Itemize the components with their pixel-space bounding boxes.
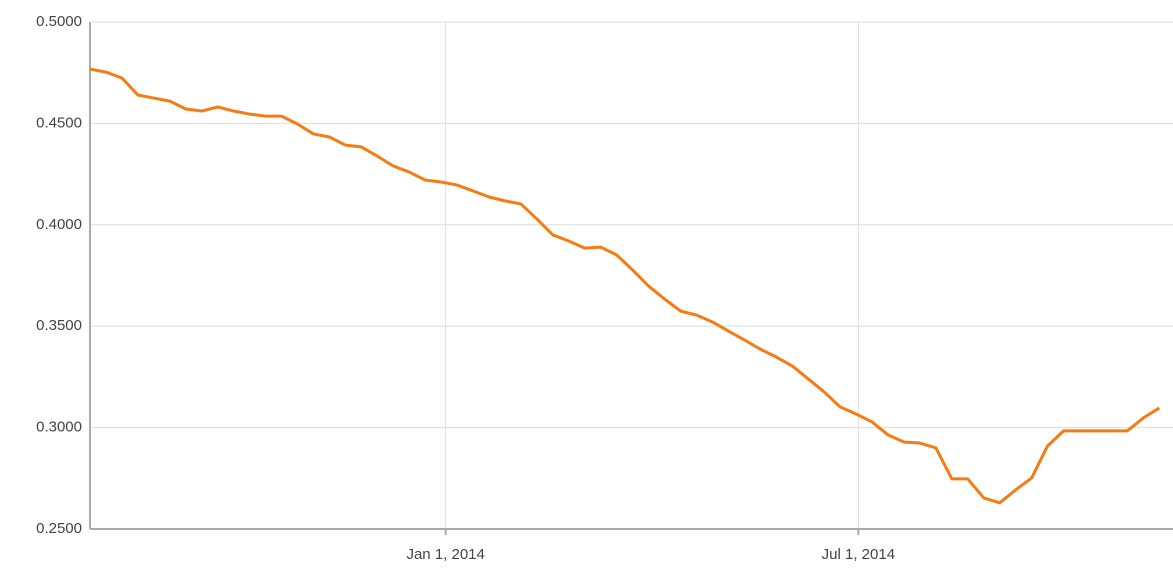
y-tick-label: 0.4500	[36, 114, 82, 131]
line	[89, 67, 1161, 505]
y-tick-label: 0.5000	[36, 13, 82, 30]
y-tick-label: 0.3500	[36, 317, 82, 334]
y-tick-label: 0.2500	[36, 520, 82, 537]
y-tick-label: 0.3000	[36, 419, 82, 436]
x-tick-label: Jul 1, 2014	[822, 546, 895, 563]
x-tick-label: Jan 1, 2014	[406, 546, 484, 563]
y-tick-label: 0.4000	[36, 216, 82, 233]
